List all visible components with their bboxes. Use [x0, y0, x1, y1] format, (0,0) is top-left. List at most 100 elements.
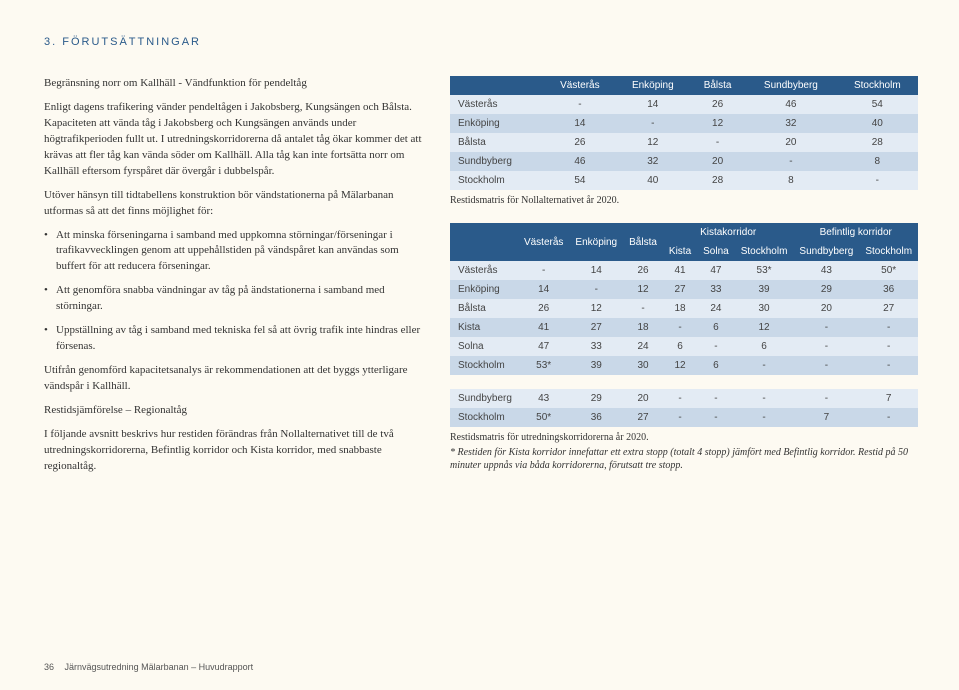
cell: -: [544, 95, 615, 114]
cell: 26: [518, 299, 569, 318]
footer-title: Järnvägsutredning Mälarbanan – Huvudrapp…: [65, 662, 254, 672]
cell: -: [859, 356, 918, 375]
cell: -: [735, 356, 794, 375]
cell: -: [697, 408, 735, 427]
bullet-3: Uppställning av tåg i samband med teknis…: [44, 323, 424, 355]
cell: 30: [623, 356, 663, 375]
table-row: Enköping14-122733392936: [450, 280, 918, 299]
left-column: Begränsning norr om Kallhäll - Vändfunkt…: [44, 76, 424, 483]
row-label: Stockholm: [450, 356, 518, 375]
cell: -: [663, 318, 697, 337]
cell: -: [735, 389, 794, 408]
cell: -: [623, 299, 663, 318]
table-row: Västerås-1426414753*4350*: [450, 261, 918, 280]
cell: -: [837, 171, 918, 190]
table-row: Västerås-14264654: [450, 95, 918, 114]
cell: 53*: [518, 356, 569, 375]
cell: 47: [697, 261, 735, 280]
cell: -: [663, 389, 697, 408]
cell: 12: [616, 133, 690, 152]
cell: 20: [793, 299, 859, 318]
table2-sub-header: Sundbyberg: [793, 242, 859, 261]
table-row: Stockholm50*3627---7-: [450, 408, 918, 427]
table2-group-header: Befintlig korridor: [793, 223, 918, 242]
cell: 18: [663, 299, 697, 318]
cell: -: [793, 389, 859, 408]
cell: 27: [569, 318, 623, 337]
table-row: Bålsta2612-2028: [450, 133, 918, 152]
paragraph-2: Utöver hänsyn till tidtabellens konstruk…: [44, 188, 424, 220]
cell: -: [793, 337, 859, 356]
row-label: Sundbyberg: [450, 152, 544, 171]
cell: 46: [544, 152, 615, 171]
cell: 14: [544, 114, 615, 133]
cell: 27: [623, 408, 663, 427]
table2-sub-header: Solna: [697, 242, 735, 261]
bullet-2: Att genomföra snabba vändningar av tåg p…: [44, 283, 424, 315]
cell: 8: [837, 152, 918, 171]
cell: 33: [569, 337, 623, 356]
row-label: Västerås: [450, 261, 518, 280]
cell: 32: [745, 114, 836, 133]
table-row: Sundbyberg463220-8: [450, 152, 918, 171]
cell: 12: [663, 356, 697, 375]
paragraph-3: Utifrån genomförd kapacitetsanalys är re…: [44, 363, 424, 395]
table-row: Enköping14-123240: [450, 114, 918, 133]
table-nollalternativ: VästeråsEnköpingBålstaSundbybergStockhol…: [450, 76, 918, 190]
cell: 6: [697, 356, 735, 375]
cell: -: [859, 337, 918, 356]
cell: 14: [569, 261, 623, 280]
cell: 36: [859, 280, 918, 299]
table2-sub-header: Stockholm: [859, 242, 918, 261]
row-label: Stockholm: [450, 408, 518, 427]
table-utredningskorridorer: VästeråsEnköpingBålstaKistakorridorBefin…: [450, 223, 918, 427]
row-label: Enköping: [450, 114, 544, 133]
cell: 29: [569, 389, 623, 408]
cell: 12: [569, 299, 623, 318]
cell: 53*: [735, 261, 794, 280]
table-row: Sundbyberg432920----7: [450, 389, 918, 408]
table2-sub-header: Kista: [663, 242, 697, 261]
cell: -: [745, 152, 836, 171]
cell: 43: [518, 389, 569, 408]
spacer: [450, 375, 918, 389]
table1-col-header: Enköping: [616, 76, 690, 95]
cell: 14: [616, 95, 690, 114]
table2-group-header: Kistakorridor: [663, 223, 794, 242]
row-label: Kista: [450, 318, 518, 337]
cell: -: [569, 280, 623, 299]
paragraph-4: I följande avsnitt beskrivs hur restiden…: [44, 427, 424, 475]
cell: 24: [623, 337, 663, 356]
table-row: Stockholm53*3930126---: [450, 356, 918, 375]
table1-caption: Restidsmatris för Nollalternativet år 20…: [450, 194, 918, 207]
page-number: 36: [44, 662, 54, 672]
cell: 40: [837, 114, 918, 133]
table2-col-header: Bålsta: [623, 223, 663, 261]
row-label: Stockholm: [450, 171, 544, 190]
cell: -: [616, 114, 690, 133]
cell: 41: [663, 261, 697, 280]
cell: 24: [697, 299, 735, 318]
row-label: Bålsta: [450, 133, 544, 152]
cell: 27: [663, 280, 697, 299]
row-label: Solna: [450, 337, 518, 356]
table-row: Solna4733246-6--: [450, 337, 918, 356]
table1-col-header: Sundbyberg: [745, 76, 836, 95]
cell: 29: [793, 280, 859, 299]
cell: -: [793, 318, 859, 337]
cell: -: [697, 389, 735, 408]
cell: 50*: [518, 408, 569, 427]
cell: -: [663, 408, 697, 427]
cell: 7: [859, 389, 918, 408]
section-heading: 3. FÖRUTSÄTTNINGAR: [44, 36, 915, 48]
row-label: Sundbyberg: [450, 389, 518, 408]
table1-col-header: Stockholm: [837, 76, 918, 95]
cell: 27: [859, 299, 918, 318]
cell: 33: [697, 280, 735, 299]
cell: 6: [735, 337, 794, 356]
cell: 26: [544, 133, 615, 152]
cell: 26: [623, 261, 663, 280]
cell: 14: [518, 280, 569, 299]
row-label: Västerås: [450, 95, 544, 114]
cell: 28: [690, 171, 745, 190]
